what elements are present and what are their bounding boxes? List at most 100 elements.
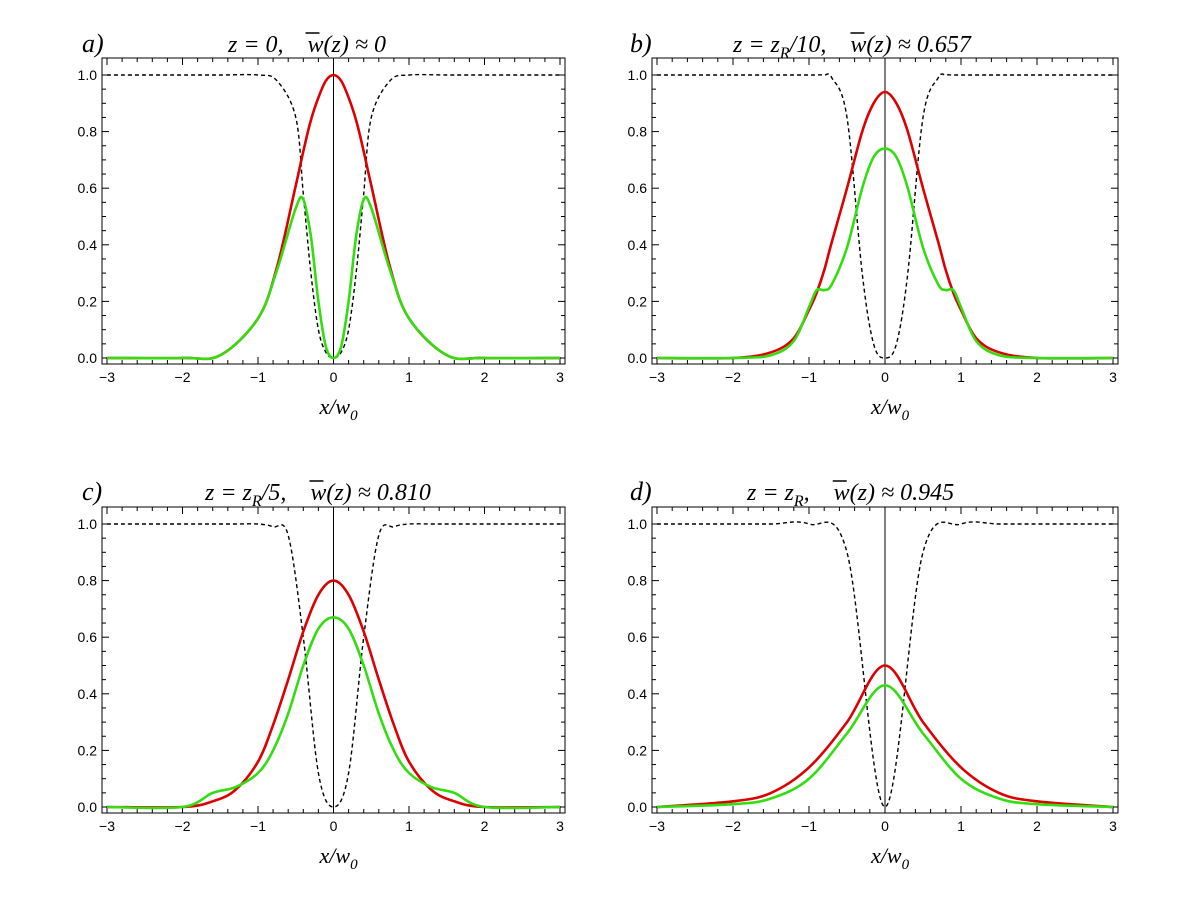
x-axis-label-sub: 0 [350, 857, 358, 873]
chart-panel-d: −3 −2 −1 0 1 2 3 0.0 0.2 0.4 0.6 0.8 1.0 d) z = zR, w(z… [628, 477, 1119, 873]
y-tick-label: 0.6 [628, 180, 648, 196]
x-axis-label-sub: 0 [902, 408, 910, 424]
y-tick-label: 0.4 [78, 237, 98, 253]
title-z-suffix: /10, [788, 32, 827, 58]
chart-panel-b: −3 −2 −1 0 1 2 3 0.0 0.2 0.4 0.6 0.8 1.0 b) z = zR/10,… [628, 29, 1119, 424]
x-tick-label: 3 [556, 369, 564, 385]
x-tick-label: −1 [801, 369, 817, 385]
x-axis-label-main: x/w [319, 394, 351, 419]
panel-label: c) [82, 477, 102, 506]
x-axis-label-main: x/w [870, 394, 902, 419]
x-tick-label: 0 [881, 818, 889, 834]
title-w-part: w(z) ≈ 0.657 [850, 32, 972, 58]
x-tick-label: −2 [175, 818, 191, 834]
x-tick-label: −2 [175, 369, 191, 385]
green-series-line [656, 147, 1114, 360]
x-tick-label: 1 [405, 369, 413, 385]
x-tick-label: −3 [649, 818, 665, 834]
title-z-suffix: , [804, 480, 810, 506]
y-tick-label: 0.4 [78, 686, 98, 702]
x-tick-label: −2 [725, 818, 741, 834]
x-axis-label: x/w0 [319, 843, 359, 873]
title-w-part: w(z) ≈ 0.810 [310, 480, 431, 506]
dashed-series-line [656, 73, 1113, 359]
y-tick-label: 0.2 [78, 293, 98, 309]
panel-label: a) [82, 29, 104, 58]
panel-title: z = zR, w(z) ≈ 0.945 [746, 480, 954, 510]
panel-label: d) [630, 477, 652, 506]
y-tick-label: 0.6 [78, 180, 98, 196]
y-tick-label: 0.0 [628, 350, 648, 366]
title-z-suffix: /5, [260, 480, 287, 506]
x-tick-label: −3 [99, 369, 115, 385]
panel-title: z = zR/10, w(z) ≈ 0.657 [732, 32, 972, 62]
x-tick-label: 2 [481, 369, 489, 385]
red-series-line [656, 664, 1114, 809]
y-tick-label: 1.0 [628, 67, 648, 83]
y-tick-label: 0.8 [628, 124, 648, 140]
chart-panel-a: −3 −2 −1 0 1 2 3 0.0 0.2 0.4 0.6 0.8 1.0 a) z = 0, w(z)… [78, 29, 566, 424]
title-subscript: R [793, 493, 804, 510]
x-axis-label-main: x/w [319, 843, 351, 868]
x-tick-label: 2 [481, 818, 489, 834]
panel-title: z = 0, w(z) ≈ 0 [227, 32, 386, 58]
x-axis-label: x/w0 [870, 394, 910, 424]
x-tick-label: −1 [250, 818, 266, 834]
y-tick-label: 1.0 [78, 67, 98, 83]
y-tick-label: 0.2 [628, 293, 648, 309]
x-axis-label-sub: 0 [350, 408, 358, 424]
y-tick-label: 1.0 [78, 516, 98, 532]
x-axis-label: x/w0 [319, 394, 359, 424]
green-series-line [106, 195, 561, 361]
y-tick-label: 0.0 [628, 799, 648, 815]
x-tick-label: 1 [405, 818, 413, 834]
y-tick-label: 0.4 [628, 686, 648, 702]
green-series-line [656, 683, 1114, 809]
dashed-series-line [657, 521, 1113, 808]
green-series-line [106, 616, 561, 810]
x-axis-label-main: x/w [870, 843, 902, 868]
y-tick-label: 1.0 [628, 516, 648, 532]
x-tick-label: 2 [1033, 369, 1041, 385]
y-tick-label: 0.8 [78, 573, 98, 589]
x-tick-label: −1 [250, 369, 266, 385]
y-tick-label: 0.4 [628, 237, 648, 253]
panel-label: b) [630, 29, 652, 58]
y-tick-label: 0.6 [628, 629, 648, 645]
title-z-part: z = z [204, 480, 253, 506]
title-subscript: R [251, 493, 262, 510]
y-tick-label: 0.2 [628, 742, 648, 758]
y-tick-label: 0.8 [78, 124, 98, 140]
title-w-part: w(z) ≈ 0.945 [834, 480, 955, 506]
y-tick-label: 0.8 [628, 573, 648, 589]
x-tick-label: 1 [957, 369, 965, 385]
y-tick-label: 0.2 [78, 742, 98, 758]
x-tick-label: 2 [1033, 818, 1041, 834]
x-tick-label: −3 [99, 818, 115, 834]
x-tick-label: 3 [1109, 818, 1117, 834]
x-tick-label: 3 [556, 818, 564, 834]
title-subscript: R [779, 45, 790, 62]
x-tick-label: −1 [801, 818, 817, 834]
title-w-part: w(z) ≈ 0 [308, 32, 387, 58]
chart-panel-c: −3 −2 −1 0 1 2 3 0.0 0.2 0.4 0.6 0.8 1.0 c) z = zR/5, w… [78, 477, 566, 873]
x-axis-label-sub: 0 [902, 857, 910, 873]
x-tick-label: 0 [881, 369, 889, 385]
x-axis-label: x/w0 [870, 843, 910, 873]
x-tick-label: −2 [725, 369, 741, 385]
y-tick-label: 0.0 [78, 799, 98, 815]
x-tick-label: 0 [330, 818, 338, 834]
x-tick-label: 3 [1109, 369, 1117, 385]
y-tick-label: 0.6 [78, 629, 98, 645]
x-tick-label: 1 [957, 818, 965, 834]
title-z-part: z = z [746, 480, 795, 506]
x-tick-label: 0 [330, 369, 338, 385]
dashed-series-line [106, 73, 560, 359]
y-tick-label: 0.0 [78, 350, 98, 366]
title-z-part: z = z [732, 32, 781, 58]
x-tick-label: −3 [649, 369, 665, 385]
panel-title: z = zR/5, w(z) ≈ 0.810 [204, 480, 431, 510]
red-series-line [106, 579, 561, 809]
title-z-part: z = 0, [227, 32, 284, 58]
